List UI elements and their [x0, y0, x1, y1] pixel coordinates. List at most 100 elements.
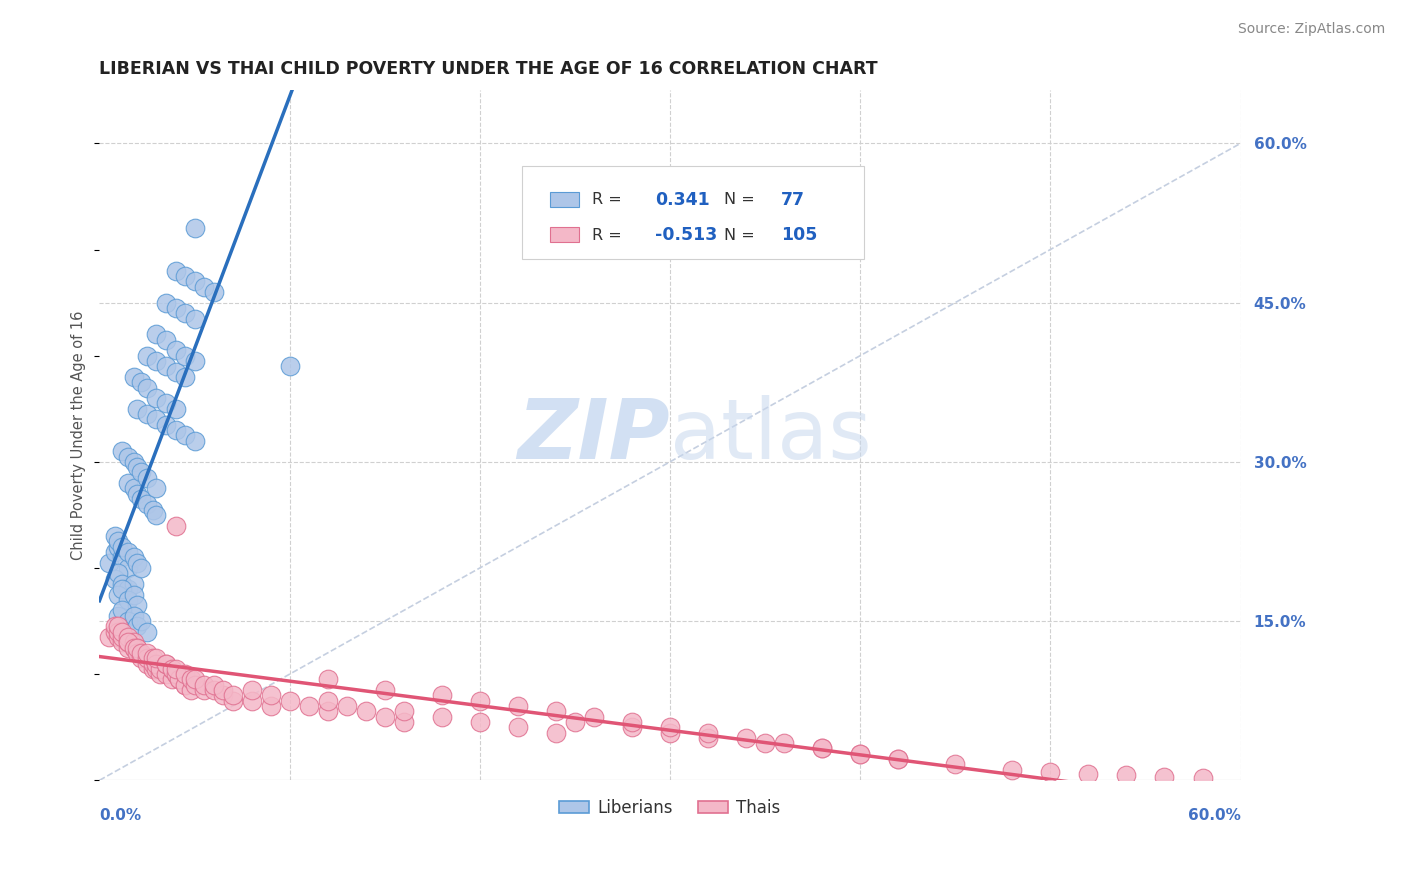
Point [811, 741, 834, 756]
Point [174, 370, 197, 384]
Point [620, 720, 643, 734]
Point [811, 741, 834, 756]
Point [127, 556, 149, 570]
Point [155, 657, 177, 671]
Point [174, 678, 197, 692]
Point [180, 683, 202, 698]
Point [122, 608, 145, 623]
Point [582, 709, 605, 723]
Text: atlas: atlas [671, 395, 872, 475]
Point [374, 683, 396, 698]
Point [183, 678, 205, 692]
Point [392, 704, 415, 718]
Point [735, 731, 758, 745]
Point [174, 268, 197, 283]
Point [136, 471, 159, 485]
Point [145, 651, 167, 665]
Point [136, 651, 159, 665]
Point [430, 689, 453, 703]
Point [1039, 764, 1062, 779]
Y-axis label: Child Poverty Under the Age of 16: Child Poverty Under the Age of 16 [72, 310, 86, 560]
Point [142, 502, 165, 516]
Point [336, 698, 359, 713]
Point [111, 577, 134, 591]
Point [117, 635, 139, 649]
Point [887, 752, 910, 766]
Text: N =: N = [724, 227, 755, 243]
Point [155, 396, 177, 410]
Point [117, 545, 139, 559]
Point [849, 747, 872, 761]
Point [127, 460, 149, 475]
Point [129, 614, 152, 628]
Point [221, 689, 243, 703]
Point [111, 635, 134, 649]
Point [259, 698, 281, 713]
Point [111, 550, 134, 565]
Point [259, 689, 281, 703]
Point [212, 683, 235, 698]
Text: LIBERIAN VS THAI CHILD POVERTY UNDER THE AGE OF 16 CORRELATION CHART: LIBERIAN VS THAI CHILD POVERTY UNDER THE… [100, 60, 879, 78]
Point [117, 614, 139, 628]
FancyBboxPatch shape [550, 192, 579, 207]
Point [136, 646, 159, 660]
Point [111, 603, 134, 617]
Point [136, 497, 159, 511]
Text: 0.341: 0.341 [655, 191, 710, 209]
Point [111, 630, 134, 644]
Point [1115, 768, 1137, 782]
Point [145, 391, 167, 405]
Point [165, 667, 187, 681]
Point [174, 349, 197, 363]
Point [104, 572, 127, 586]
Point [155, 295, 177, 310]
Point [145, 662, 167, 676]
Point [142, 662, 165, 676]
Point [122, 455, 145, 469]
Point [127, 598, 149, 612]
Text: 77: 77 [780, 191, 804, 209]
Point [174, 667, 197, 681]
Point [107, 624, 129, 639]
Point [221, 694, 243, 708]
Point [887, 752, 910, 766]
Point [202, 678, 225, 692]
Point [165, 264, 187, 278]
Point [278, 694, 301, 708]
Point [142, 651, 165, 665]
Point [155, 333, 177, 347]
Point [165, 401, 187, 416]
Point [107, 588, 129, 602]
Point [104, 624, 127, 639]
Point [160, 662, 183, 676]
Point [202, 285, 225, 299]
Point [129, 491, 152, 506]
Point [127, 640, 149, 655]
Point [165, 343, 187, 358]
Point [506, 698, 529, 713]
Point [111, 582, 134, 597]
Point [1001, 763, 1024, 777]
Point [697, 731, 720, 745]
Point [122, 577, 145, 591]
Point [136, 380, 159, 394]
Point [155, 359, 177, 374]
Point [129, 561, 152, 575]
Point [117, 640, 139, 655]
Point [754, 736, 776, 750]
Point [659, 720, 682, 734]
Point [160, 673, 183, 687]
Point [155, 417, 177, 432]
Point [136, 624, 159, 639]
Point [564, 714, 586, 729]
Text: 0.0%: 0.0% [100, 808, 142, 823]
Point [697, 725, 720, 739]
Point [193, 683, 215, 698]
Point [111, 540, 134, 554]
Point [107, 540, 129, 554]
Point [392, 714, 415, 729]
Text: N =: N = [724, 193, 755, 208]
Point [174, 306, 197, 320]
Text: Source: ZipAtlas.com: Source: ZipAtlas.com [1237, 22, 1385, 37]
Text: -0.513: -0.513 [655, 227, 717, 244]
